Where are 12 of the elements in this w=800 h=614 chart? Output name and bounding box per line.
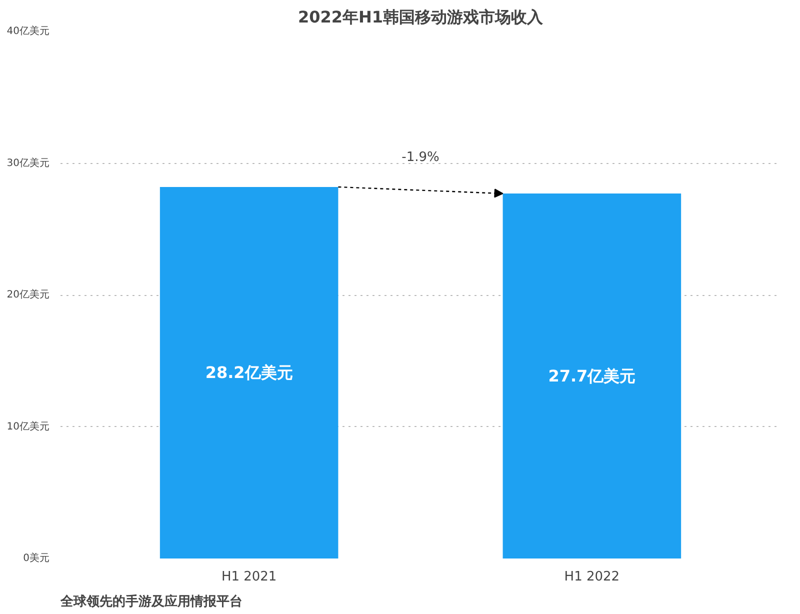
annotation: -1.9%	[402, 150, 440, 165]
data-label: 28.2亿美元	[205, 363, 293, 382]
y-tick-label: 40亿美元	[6, 25, 50, 37]
x-tick-label: H1 2022	[564, 570, 620, 584]
data-label: 27.7亿美元	[548, 366, 636, 386]
y-tick-label: 30亿美元	[6, 156, 50, 169]
y-tick-label: 10亿美元	[6, 420, 50, 432]
x-tick-label: H1 2021	[221, 570, 277, 584]
y-tick-label: 0美元	[23, 552, 50, 564]
y-tick-label: 20亿美元	[6, 288, 50, 300]
text: 全球领先的手游及应用情报平台	[60, 594, 242, 610]
chart-title: 2022年H1韩国移动游戏市场收入	[298, 8, 544, 26]
